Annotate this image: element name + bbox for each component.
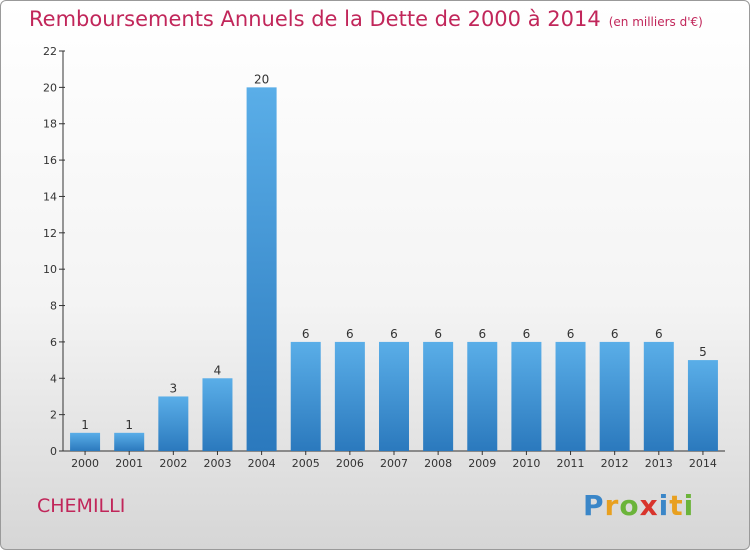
data-label-2002: 3 xyxy=(170,381,178,395)
data-label-2001: 1 xyxy=(125,418,133,432)
y-tick-label: 8 xyxy=(50,300,57,313)
bar-2009 xyxy=(467,341,498,451)
bar-2012 xyxy=(599,341,630,451)
data-label-2011: 6 xyxy=(567,327,575,341)
x-tick-label-2000: 2000 xyxy=(71,457,99,470)
data-label-2013: 6 xyxy=(655,327,663,341)
bar-2001 xyxy=(114,432,145,451)
bar-2002 xyxy=(158,396,189,451)
y-tick-label: 20 xyxy=(43,81,57,94)
chart-title: Remboursements Annuels de la Dette de 20… xyxy=(29,7,703,31)
bar-2000 xyxy=(70,432,101,451)
commune-name: CHEMILLI xyxy=(37,495,126,517)
data-label-2006: 6 xyxy=(346,327,354,341)
bar-2014 xyxy=(687,360,718,451)
bar-2003 xyxy=(202,378,233,451)
data-label-2007: 6 xyxy=(390,327,398,341)
bar-2010 xyxy=(511,341,542,451)
y-tick-label: 18 xyxy=(43,118,57,131)
logo-letter: o xyxy=(619,489,640,522)
y-tick-label: 6 xyxy=(50,336,57,349)
y-tick-label: 0 xyxy=(50,445,57,458)
y-tick-label: 14 xyxy=(43,190,57,203)
bar-2008 xyxy=(423,341,454,451)
bar-2011 xyxy=(555,341,586,451)
x-tick-label-2002: 2002 xyxy=(159,457,187,470)
data-label-2004: 20 xyxy=(254,72,269,86)
bar-2005 xyxy=(290,341,321,451)
data-label-2014: 5 xyxy=(699,345,707,359)
x-tick-label-2014: 2014 xyxy=(689,457,717,470)
bar-2004 xyxy=(246,87,277,451)
chart-title-text: Remboursements Annuels de la Dette de 20… xyxy=(29,7,601,31)
x-tick-label-2001: 2001 xyxy=(115,457,143,470)
x-tick-label-2007: 2007 xyxy=(380,457,408,470)
logo-letter: i xyxy=(683,489,695,522)
y-tick-label: 10 xyxy=(43,263,57,276)
x-tick-label-2013: 2013 xyxy=(645,457,673,470)
logo-letter: t xyxy=(669,489,684,522)
x-tick-label-2012: 2012 xyxy=(601,457,629,470)
logo-letter: x xyxy=(639,489,659,522)
x-tick-label-2003: 2003 xyxy=(203,457,231,470)
data-label-2005: 6 xyxy=(302,327,310,341)
x-tick-label-2011: 2011 xyxy=(557,457,585,470)
bar-2007 xyxy=(379,341,409,451)
y-tick-label: 12 xyxy=(43,227,57,240)
x-tick-label-2006: 2006 xyxy=(336,457,364,470)
data-label-2000: 1 xyxy=(81,418,89,432)
logo-letter: i xyxy=(658,489,670,522)
data-label-2009: 6 xyxy=(478,327,486,341)
x-tick-label-2010: 2010 xyxy=(512,457,540,470)
y-tick-label: 4 xyxy=(50,372,57,385)
logo-letter: P xyxy=(583,489,605,522)
x-tick-label-2008: 2008 xyxy=(424,457,452,470)
y-tick-label: 22 xyxy=(43,45,57,58)
x-tick-label-2009: 2009 xyxy=(468,457,496,470)
x-tick-label-2005: 2005 xyxy=(292,457,320,470)
chart-subtitle: (en milliers d'€) xyxy=(608,15,703,29)
y-tick-label: 2 xyxy=(50,409,57,422)
y-tick-label: 16 xyxy=(43,154,57,167)
bar-2013 xyxy=(643,341,674,451)
bar-2006 xyxy=(334,341,365,451)
data-label-2012: 6 xyxy=(611,327,619,341)
proxiti-logo: Proxiti xyxy=(583,489,694,522)
logo-letter: r xyxy=(604,489,620,522)
data-label-2008: 6 xyxy=(434,327,442,341)
data-label-2010: 6 xyxy=(523,327,531,341)
data-label-2003: 4 xyxy=(214,363,222,377)
x-tick-label-2004: 2004 xyxy=(248,457,276,470)
